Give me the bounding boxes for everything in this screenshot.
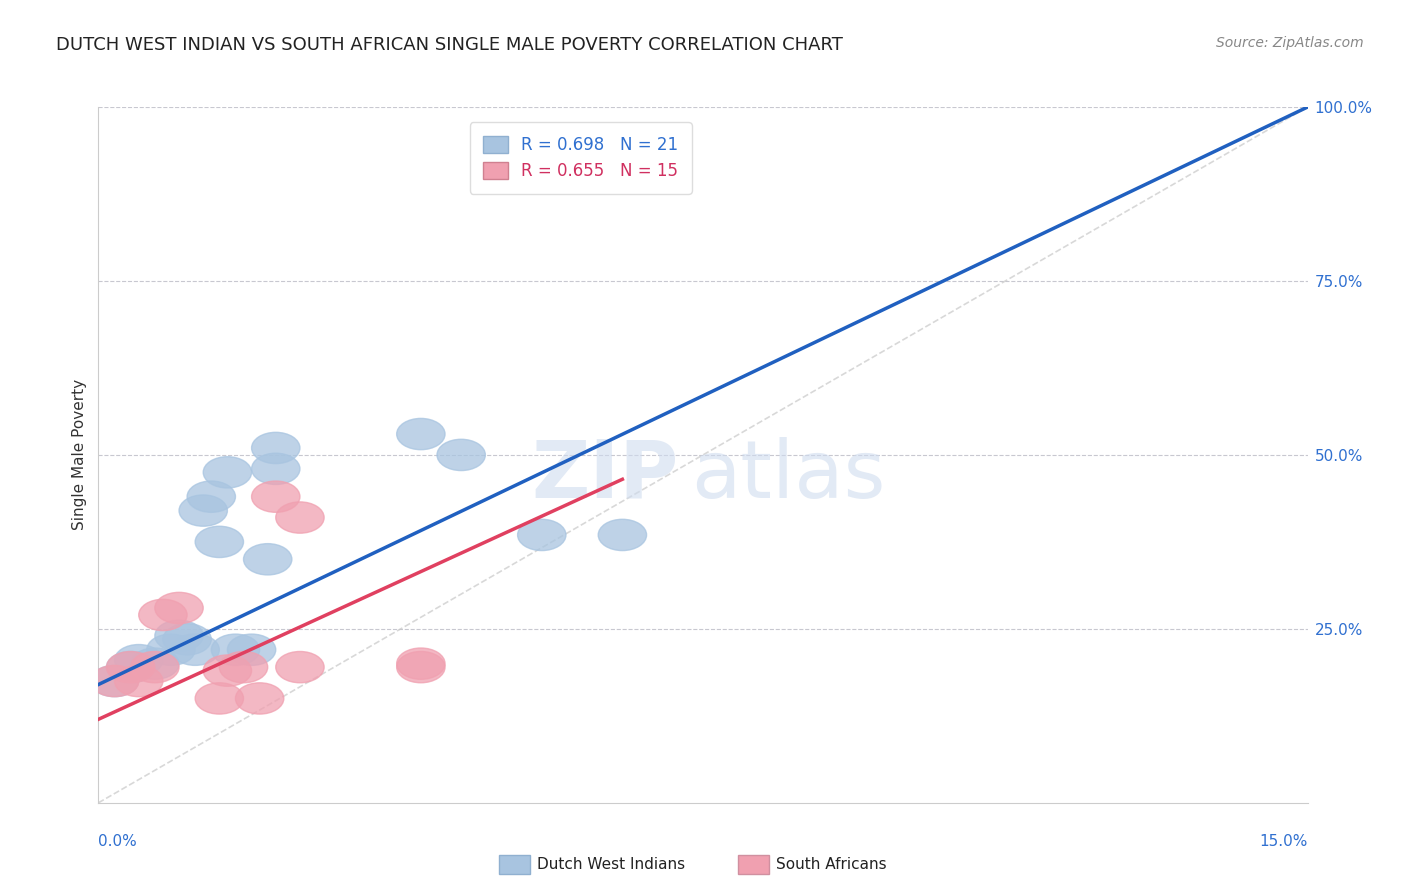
Ellipse shape — [252, 453, 299, 484]
Legend: R = 0.698   N = 21, R = 0.655   N = 15: R = 0.698 N = 21, R = 0.655 N = 15 — [470, 122, 692, 194]
Ellipse shape — [172, 634, 219, 665]
Text: atlas: atlas — [690, 437, 886, 515]
Ellipse shape — [131, 648, 179, 680]
Ellipse shape — [155, 620, 204, 651]
Text: 15.0%: 15.0% — [1260, 834, 1308, 849]
Y-axis label: Single Male Poverty: Single Male Poverty — [72, 379, 87, 531]
Ellipse shape — [228, 634, 276, 665]
Ellipse shape — [396, 648, 446, 680]
Text: 0.0%: 0.0% — [98, 834, 138, 849]
Ellipse shape — [517, 519, 567, 550]
Ellipse shape — [204, 655, 252, 686]
Ellipse shape — [139, 599, 187, 631]
Ellipse shape — [235, 682, 284, 714]
Ellipse shape — [155, 592, 204, 624]
Ellipse shape — [107, 651, 155, 682]
Ellipse shape — [204, 457, 252, 488]
Ellipse shape — [211, 634, 260, 665]
Ellipse shape — [276, 502, 325, 533]
Ellipse shape — [252, 433, 299, 464]
Ellipse shape — [276, 651, 325, 682]
Ellipse shape — [107, 651, 155, 682]
Ellipse shape — [252, 481, 299, 512]
Ellipse shape — [163, 624, 211, 655]
Ellipse shape — [114, 665, 163, 697]
Ellipse shape — [396, 418, 446, 450]
Text: South Africans: South Africans — [776, 857, 887, 871]
Text: DUTCH WEST INDIAN VS SOUTH AFRICAN SINGLE MALE POVERTY CORRELATION CHART: DUTCH WEST INDIAN VS SOUTH AFRICAN SINGL… — [56, 36, 844, 54]
Ellipse shape — [396, 651, 446, 682]
Ellipse shape — [131, 651, 179, 682]
Ellipse shape — [146, 634, 195, 665]
Text: Dutch West Indians: Dutch West Indians — [537, 857, 685, 871]
Ellipse shape — [179, 495, 228, 526]
Ellipse shape — [90, 665, 139, 697]
Ellipse shape — [195, 526, 243, 558]
Text: Source: ZipAtlas.com: Source: ZipAtlas.com — [1216, 36, 1364, 50]
Ellipse shape — [90, 665, 139, 697]
Text: ZIP: ZIP — [531, 437, 679, 515]
Ellipse shape — [243, 543, 292, 575]
Ellipse shape — [195, 682, 243, 714]
Ellipse shape — [114, 645, 163, 676]
Ellipse shape — [437, 439, 485, 471]
Ellipse shape — [187, 481, 235, 512]
Ellipse shape — [219, 651, 267, 682]
Ellipse shape — [598, 519, 647, 550]
